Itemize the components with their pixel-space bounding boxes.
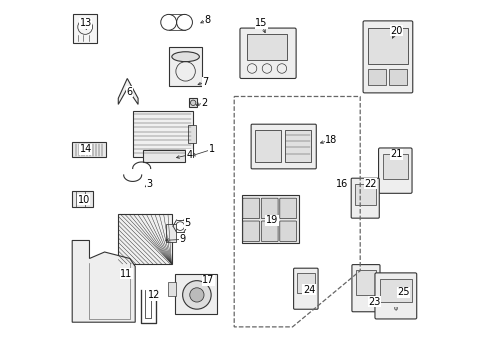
Bar (144, 150, 185, 162)
Bar (175, 274, 217, 314)
Bar (72, 191, 93, 207)
FancyBboxPatch shape (240, 28, 296, 78)
Text: 12: 12 (148, 290, 160, 300)
Bar (285, 130, 312, 162)
Bar (73, 14, 98, 43)
Text: 10: 10 (77, 195, 90, 205)
Bar (118, 214, 172, 264)
Text: 11: 11 (120, 269, 132, 279)
Text: 25: 25 (397, 287, 410, 297)
FancyBboxPatch shape (351, 178, 379, 218)
Text: 24: 24 (303, 285, 315, 295)
Text: 18: 18 (325, 135, 338, 145)
FancyBboxPatch shape (261, 198, 278, 219)
Bar (390, 69, 407, 85)
Bar (242, 195, 299, 243)
Polygon shape (118, 78, 138, 104)
Bar (255, 130, 281, 162)
FancyBboxPatch shape (243, 198, 260, 219)
Text: 15: 15 (255, 18, 268, 28)
Text: 16: 16 (336, 179, 348, 189)
Text: ψ: ψ (394, 306, 398, 311)
FancyBboxPatch shape (352, 265, 380, 312)
Text: 2: 2 (201, 98, 208, 108)
Circle shape (191, 100, 196, 105)
Text: 8: 8 (204, 15, 210, 25)
Bar (247, 34, 287, 60)
Text: 7: 7 (202, 77, 209, 87)
Bar (297, 273, 315, 293)
Text: 22: 22 (364, 179, 376, 189)
FancyBboxPatch shape (243, 221, 260, 242)
Text: 6: 6 (126, 87, 132, 97)
Ellipse shape (172, 52, 199, 62)
Bar (368, 69, 386, 85)
Bar (170, 47, 202, 86)
Text: 21: 21 (390, 149, 402, 159)
Bar (133, 111, 193, 157)
Bar (380, 279, 412, 302)
FancyBboxPatch shape (379, 148, 412, 193)
Text: 23: 23 (368, 297, 381, 307)
FancyBboxPatch shape (280, 221, 296, 242)
Bar (383, 154, 408, 179)
FancyBboxPatch shape (363, 21, 413, 93)
Bar (356, 270, 376, 295)
FancyBboxPatch shape (280, 198, 296, 219)
Text: 17: 17 (202, 275, 215, 285)
Bar (189, 98, 197, 107)
FancyBboxPatch shape (251, 124, 316, 169)
Bar (169, 282, 176, 296)
Text: 14: 14 (80, 144, 92, 154)
FancyBboxPatch shape (261, 221, 278, 242)
Text: 1: 1 (209, 144, 215, 154)
Bar (355, 184, 376, 204)
Text: 9: 9 (179, 234, 185, 244)
Bar (166, 224, 176, 242)
Text: 5: 5 (184, 218, 191, 228)
Bar (72, 142, 106, 157)
Circle shape (183, 281, 211, 309)
Bar (368, 28, 408, 64)
FancyBboxPatch shape (294, 268, 318, 309)
FancyBboxPatch shape (375, 273, 416, 319)
Text: 13: 13 (80, 18, 92, 28)
Text: 20: 20 (390, 26, 402, 36)
Polygon shape (72, 240, 135, 322)
Circle shape (190, 288, 204, 302)
Text: 19: 19 (266, 215, 278, 225)
Bar (188, 125, 196, 143)
Text: 4: 4 (186, 150, 192, 160)
Text: 3: 3 (147, 179, 153, 189)
